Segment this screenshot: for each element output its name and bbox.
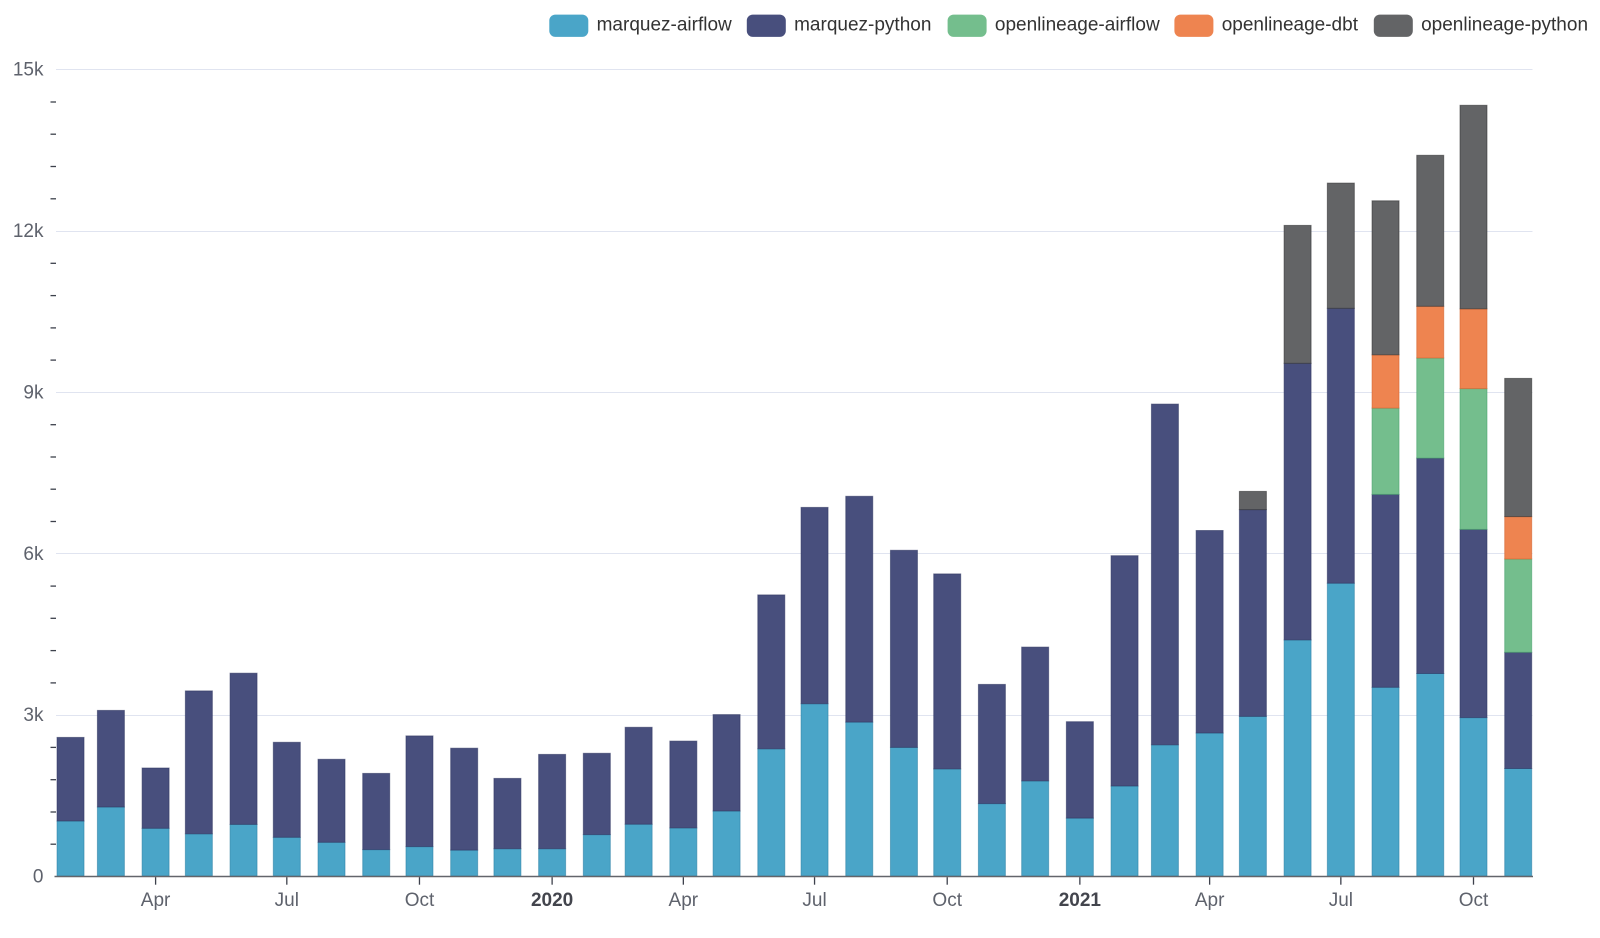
svg-text:Jul: Jul bbox=[802, 890, 826, 911]
svg-text:openlineage-python: openlineage-python bbox=[1421, 14, 1588, 35]
svg-text:Jul: Jul bbox=[1329, 890, 1353, 911]
svg-text:Jul: Jul bbox=[275, 890, 299, 911]
svg-text:openlineage-airflow: openlineage-airflow bbox=[995, 14, 1160, 35]
svg-text:2020: 2020 bbox=[531, 890, 573, 911]
svg-text:Apr: Apr bbox=[141, 890, 171, 911]
svg-text:12k: 12k bbox=[13, 221, 44, 242]
svg-text:Apr: Apr bbox=[1195, 890, 1225, 911]
svg-text:Oct: Oct bbox=[405, 890, 435, 911]
svg-text:marquez-airflow: marquez-airflow bbox=[597, 14, 732, 35]
svg-text:Oct: Oct bbox=[932, 890, 962, 911]
svg-text:3k: 3k bbox=[23, 705, 44, 726]
svg-text:2021: 2021 bbox=[1059, 890, 1102, 911]
svg-text:9k: 9k bbox=[23, 382, 44, 403]
svg-text:openlineage-dbt: openlineage-dbt bbox=[1222, 14, 1359, 35]
svg-text:6k: 6k bbox=[23, 544, 44, 565]
svg-text:15k: 15k bbox=[13, 60, 44, 81]
svg-text:Apr: Apr bbox=[669, 890, 699, 911]
svg-text:0: 0 bbox=[33, 867, 44, 888]
svg-text:Oct: Oct bbox=[1459, 890, 1489, 911]
svg-text:marquez-python: marquez-python bbox=[794, 14, 931, 35]
